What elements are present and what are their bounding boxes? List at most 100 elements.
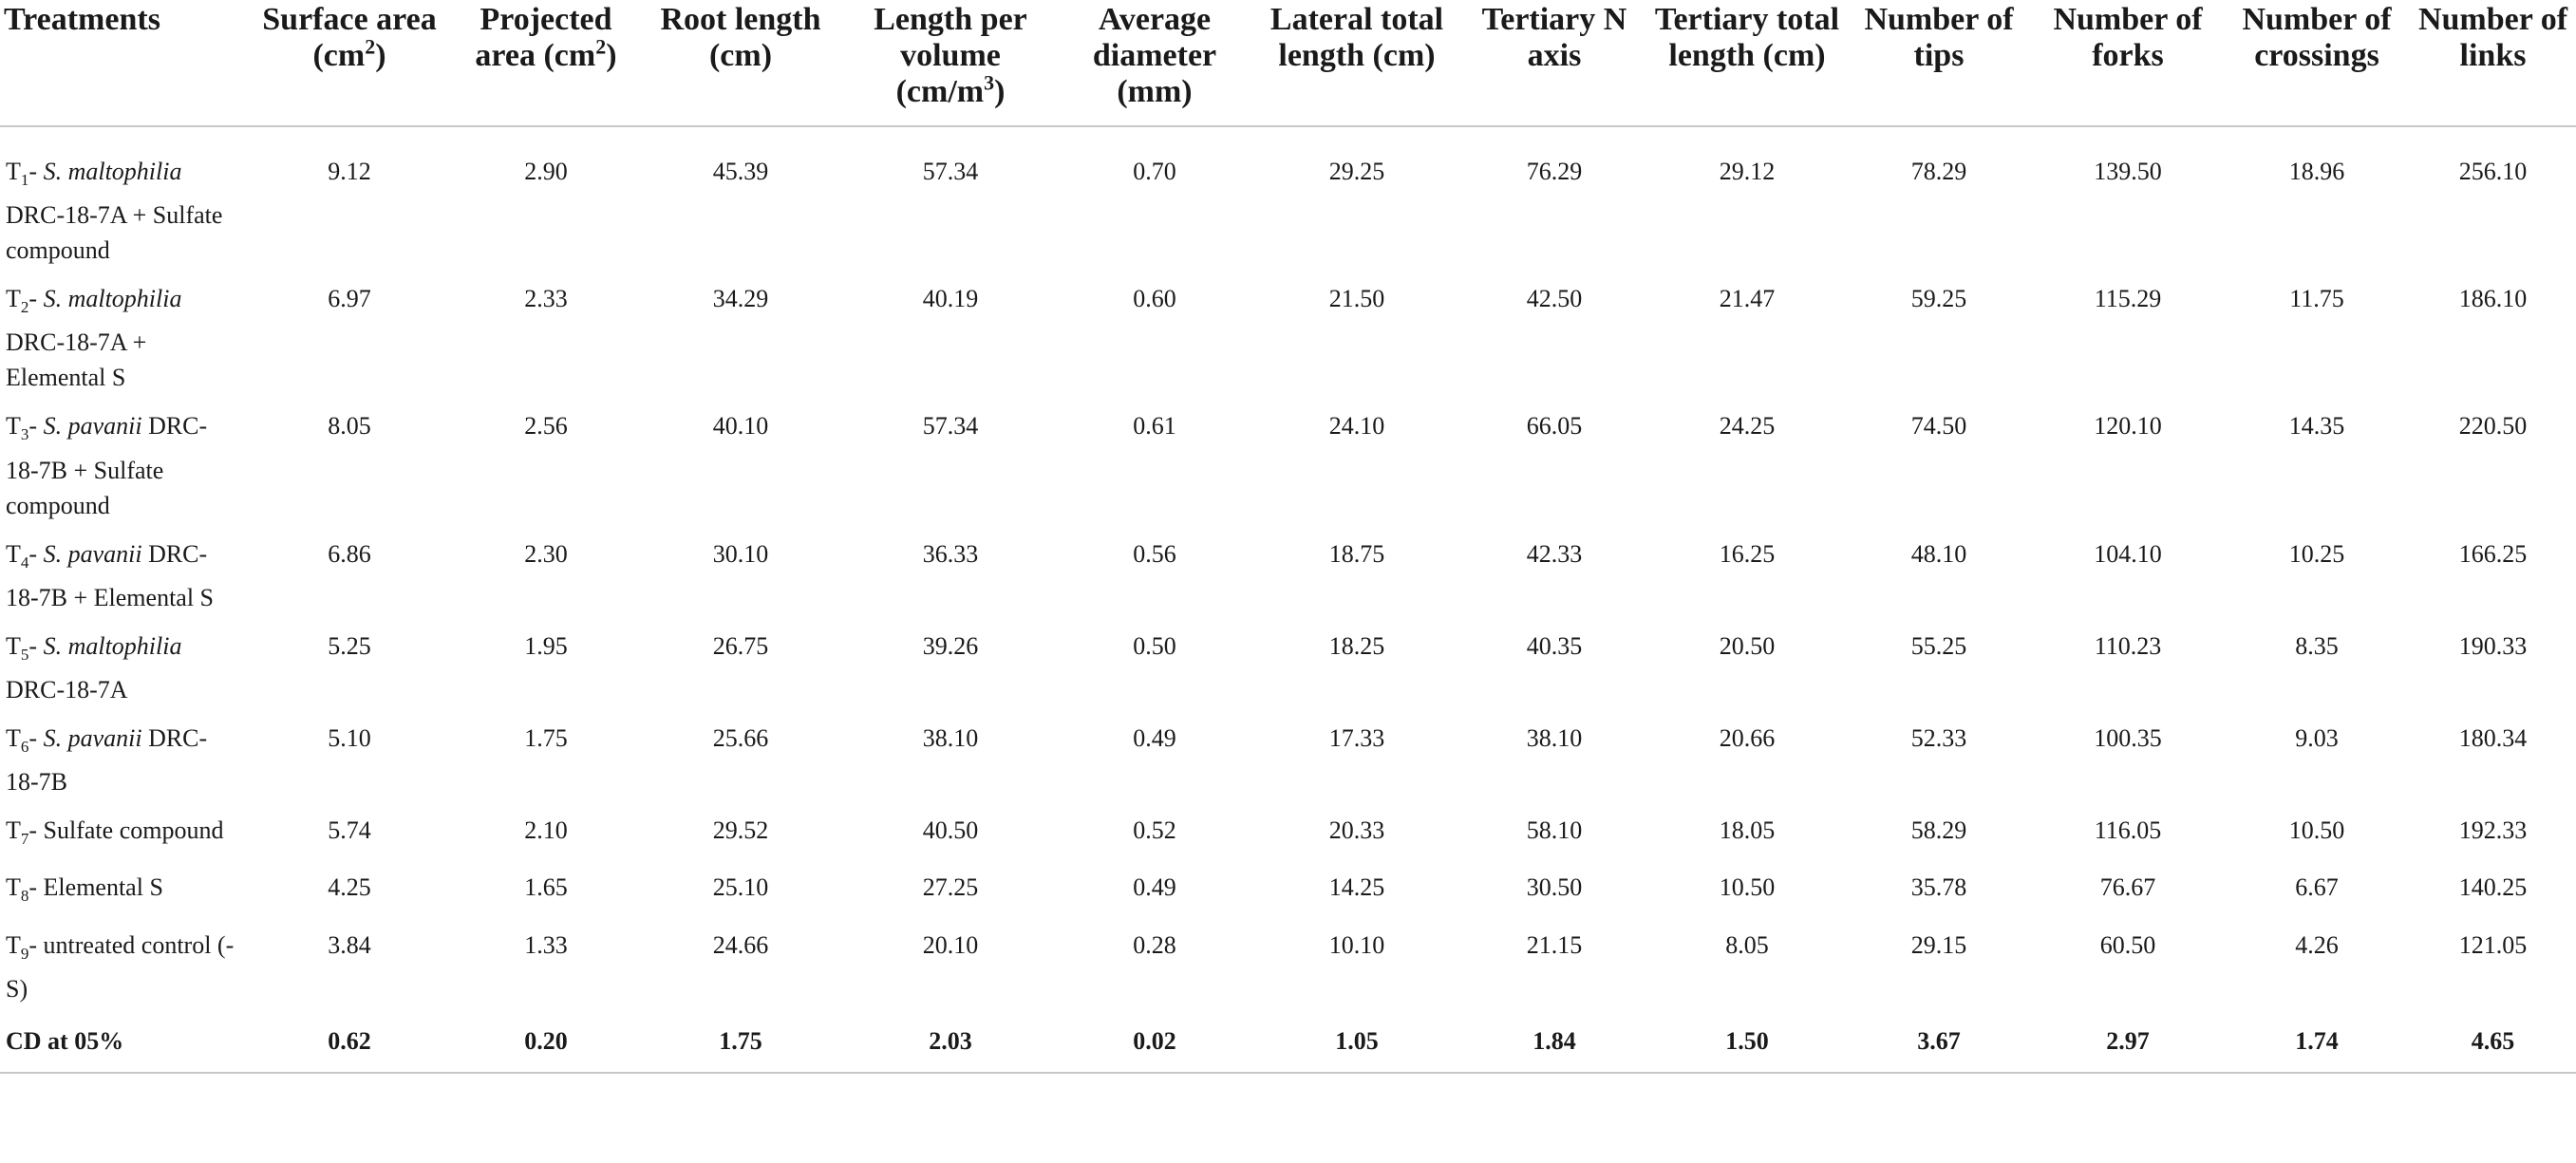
value-cell: 57.34 xyxy=(922,158,979,185)
table-row: T6- S. pavanii DRC-18-7B 5.10 1.75 25.66 38.… xyxy=(0,721,2576,813)
cd-value-cell: 1.75 xyxy=(636,1019,845,1074)
value-cell: 27.25 xyxy=(922,873,979,902)
value-cell: 58.10 xyxy=(1526,816,1583,845)
table-row: T3- S. pavanii DRC-18-7B + Sulfate compo… xyxy=(0,408,2576,535)
value-cell: 6.67 xyxy=(2295,873,2339,902)
value-cell: 5.10 xyxy=(328,723,371,752)
treatment-sub: 4 xyxy=(20,553,29,572)
value-cell: 10.50 xyxy=(2288,816,2345,845)
value-cell: 104.10 xyxy=(2094,539,2162,568)
value-cell: 1.95 xyxy=(524,631,568,660)
treatment-sub: 3 xyxy=(20,425,29,444)
value-cell: 1.33 xyxy=(524,930,568,959)
value-cell: 4.26 xyxy=(2295,930,2339,959)
value-cell: 34.29 xyxy=(712,285,769,313)
cd-value-cell: 0.20 xyxy=(456,1019,636,1074)
column-header: Projected area (cm2) xyxy=(456,0,636,127)
treatment-rest: DRC-18-7A + Sulfate compound xyxy=(6,201,223,265)
cd-label: CD at 05% xyxy=(0,1019,243,1074)
value-cell: 59.25 xyxy=(1910,285,1967,313)
treatment-t: T xyxy=(6,412,21,441)
treatment-t: T xyxy=(6,158,21,185)
value-cell: 25.10 xyxy=(712,873,769,902)
treatment-ital: S. pavanii xyxy=(43,539,142,568)
value-cell: 1.65 xyxy=(524,873,568,902)
value-cell: 0.49 xyxy=(1133,873,1176,902)
value-cell: 40.35 xyxy=(1526,631,1583,660)
value-cell: 8.35 xyxy=(2295,631,2339,660)
value-cell: 2.30 xyxy=(524,539,568,568)
value-cell: 57.34 xyxy=(922,412,979,441)
column-header: Tertiary total length (cm) xyxy=(1648,0,1846,127)
value-cell: 110.23 xyxy=(2094,631,2162,660)
header-label: Length per volume (cm/m xyxy=(874,2,1027,109)
header-label: Number of tips xyxy=(1864,2,2014,73)
treatment-t: T xyxy=(6,930,21,959)
header-superscript: 3 xyxy=(984,70,995,95)
table-body: T1- S. maltophilia DRC-18-7A + Sulfate c… xyxy=(0,126,2576,1074)
table-row: T4- S. pavanii DRC-18-7B + Elemental S 6.… xyxy=(0,536,2576,628)
value-cell: 121.05 xyxy=(2458,930,2528,959)
column-header: Length per volume (cm/m3) xyxy=(845,0,1056,127)
treatment-pre: - Sulfate compound xyxy=(28,816,224,845)
value-cell: 2.90 xyxy=(524,158,568,185)
value-cell: 8.05 xyxy=(1725,930,1769,959)
value-cell: 38.10 xyxy=(1526,723,1583,752)
value-cell: 17.33 xyxy=(1328,723,1385,752)
value-cell: 21.15 xyxy=(1526,930,1583,959)
treatment-pre: - Elemental S xyxy=(28,873,163,902)
value-cell: 52.33 xyxy=(1910,723,1967,752)
header-label: Projected area (cm xyxy=(475,2,612,73)
header-tail: ) xyxy=(606,38,617,73)
value-cell: 14.35 xyxy=(2288,412,2345,441)
treatment-t: T xyxy=(6,631,21,660)
value-cell: 20.66 xyxy=(1719,723,1776,752)
column-header: Number of forks xyxy=(2032,0,2224,127)
treatment-sub: 8 xyxy=(20,887,29,906)
value-cell: 20.50 xyxy=(1719,631,1776,660)
header-label: Number of links xyxy=(2417,2,2568,73)
value-cell: 5.25 xyxy=(328,631,371,660)
treatment-t: T xyxy=(6,723,21,752)
value-cell: 0.70 xyxy=(1133,158,1176,185)
value-cell: 29.15 xyxy=(1910,930,1967,959)
value-cell: 0.61 xyxy=(1133,412,1176,441)
treatment-sub: 6 xyxy=(20,738,29,757)
value-cell: 35.78 xyxy=(1910,873,1967,902)
value-cell: 0.28 xyxy=(1133,930,1176,959)
column-header: Number of crossings xyxy=(2224,0,2410,127)
value-cell: 60.50 xyxy=(2099,930,2156,959)
treatment-pre: - xyxy=(28,158,44,185)
value-cell: 21.50 xyxy=(1328,285,1385,313)
treatment-pre: - xyxy=(28,285,44,313)
value-cell: 1.75 xyxy=(524,723,568,752)
value-cell: 29.12 xyxy=(1719,158,1776,185)
value-cell: 192.33 xyxy=(2458,816,2528,845)
treatment-sub: 1 xyxy=(20,171,29,190)
table-row: T5- S. maltophilia DRC-18-7A 5.25 1.95 26.7… xyxy=(0,628,2576,721)
header-tail: ) xyxy=(994,74,1006,109)
table-row: T2- S. maltophilia DRC-18-7A + Elemental… xyxy=(0,281,2576,408)
value-cell: 256.10 xyxy=(2458,158,2528,185)
value-cell: 18.05 xyxy=(1719,816,1776,845)
header-label: Number of crossings xyxy=(2242,2,2392,73)
header-label: Tertiary total length (cm) xyxy=(1654,2,1840,73)
cd-value-cell: 3.67 xyxy=(1846,1019,2032,1074)
header-label: Root length (cm) xyxy=(660,2,821,73)
treatment-rest: DRC-18-7B + Elemental S xyxy=(6,539,215,611)
value-cell: 6.97 xyxy=(328,285,371,313)
value-cell: 116.05 xyxy=(2094,816,2162,845)
value-cell: 42.50 xyxy=(1526,285,1583,313)
value-cell: 5.74 xyxy=(328,816,371,845)
value-cell: 11.75 xyxy=(2289,285,2344,313)
value-cell: 8.05 xyxy=(328,412,371,441)
treatment-pre: - untreated control (-S) xyxy=(6,930,235,1003)
value-cell: 18.25 xyxy=(1328,631,1385,660)
treatment-rest: DRC-18-7B + Sulfate compound xyxy=(6,412,208,519)
treatment-sub: 5 xyxy=(20,645,29,664)
treatment-rest: DRC-18-7A + Elemental S xyxy=(6,328,147,392)
cd-value-cell: 0.62 xyxy=(243,1019,456,1074)
value-cell: 30.50 xyxy=(1526,873,1583,902)
value-cell: 10.50 xyxy=(1719,873,1776,902)
treatment-cell: T7- Sulfate compound xyxy=(0,813,243,870)
